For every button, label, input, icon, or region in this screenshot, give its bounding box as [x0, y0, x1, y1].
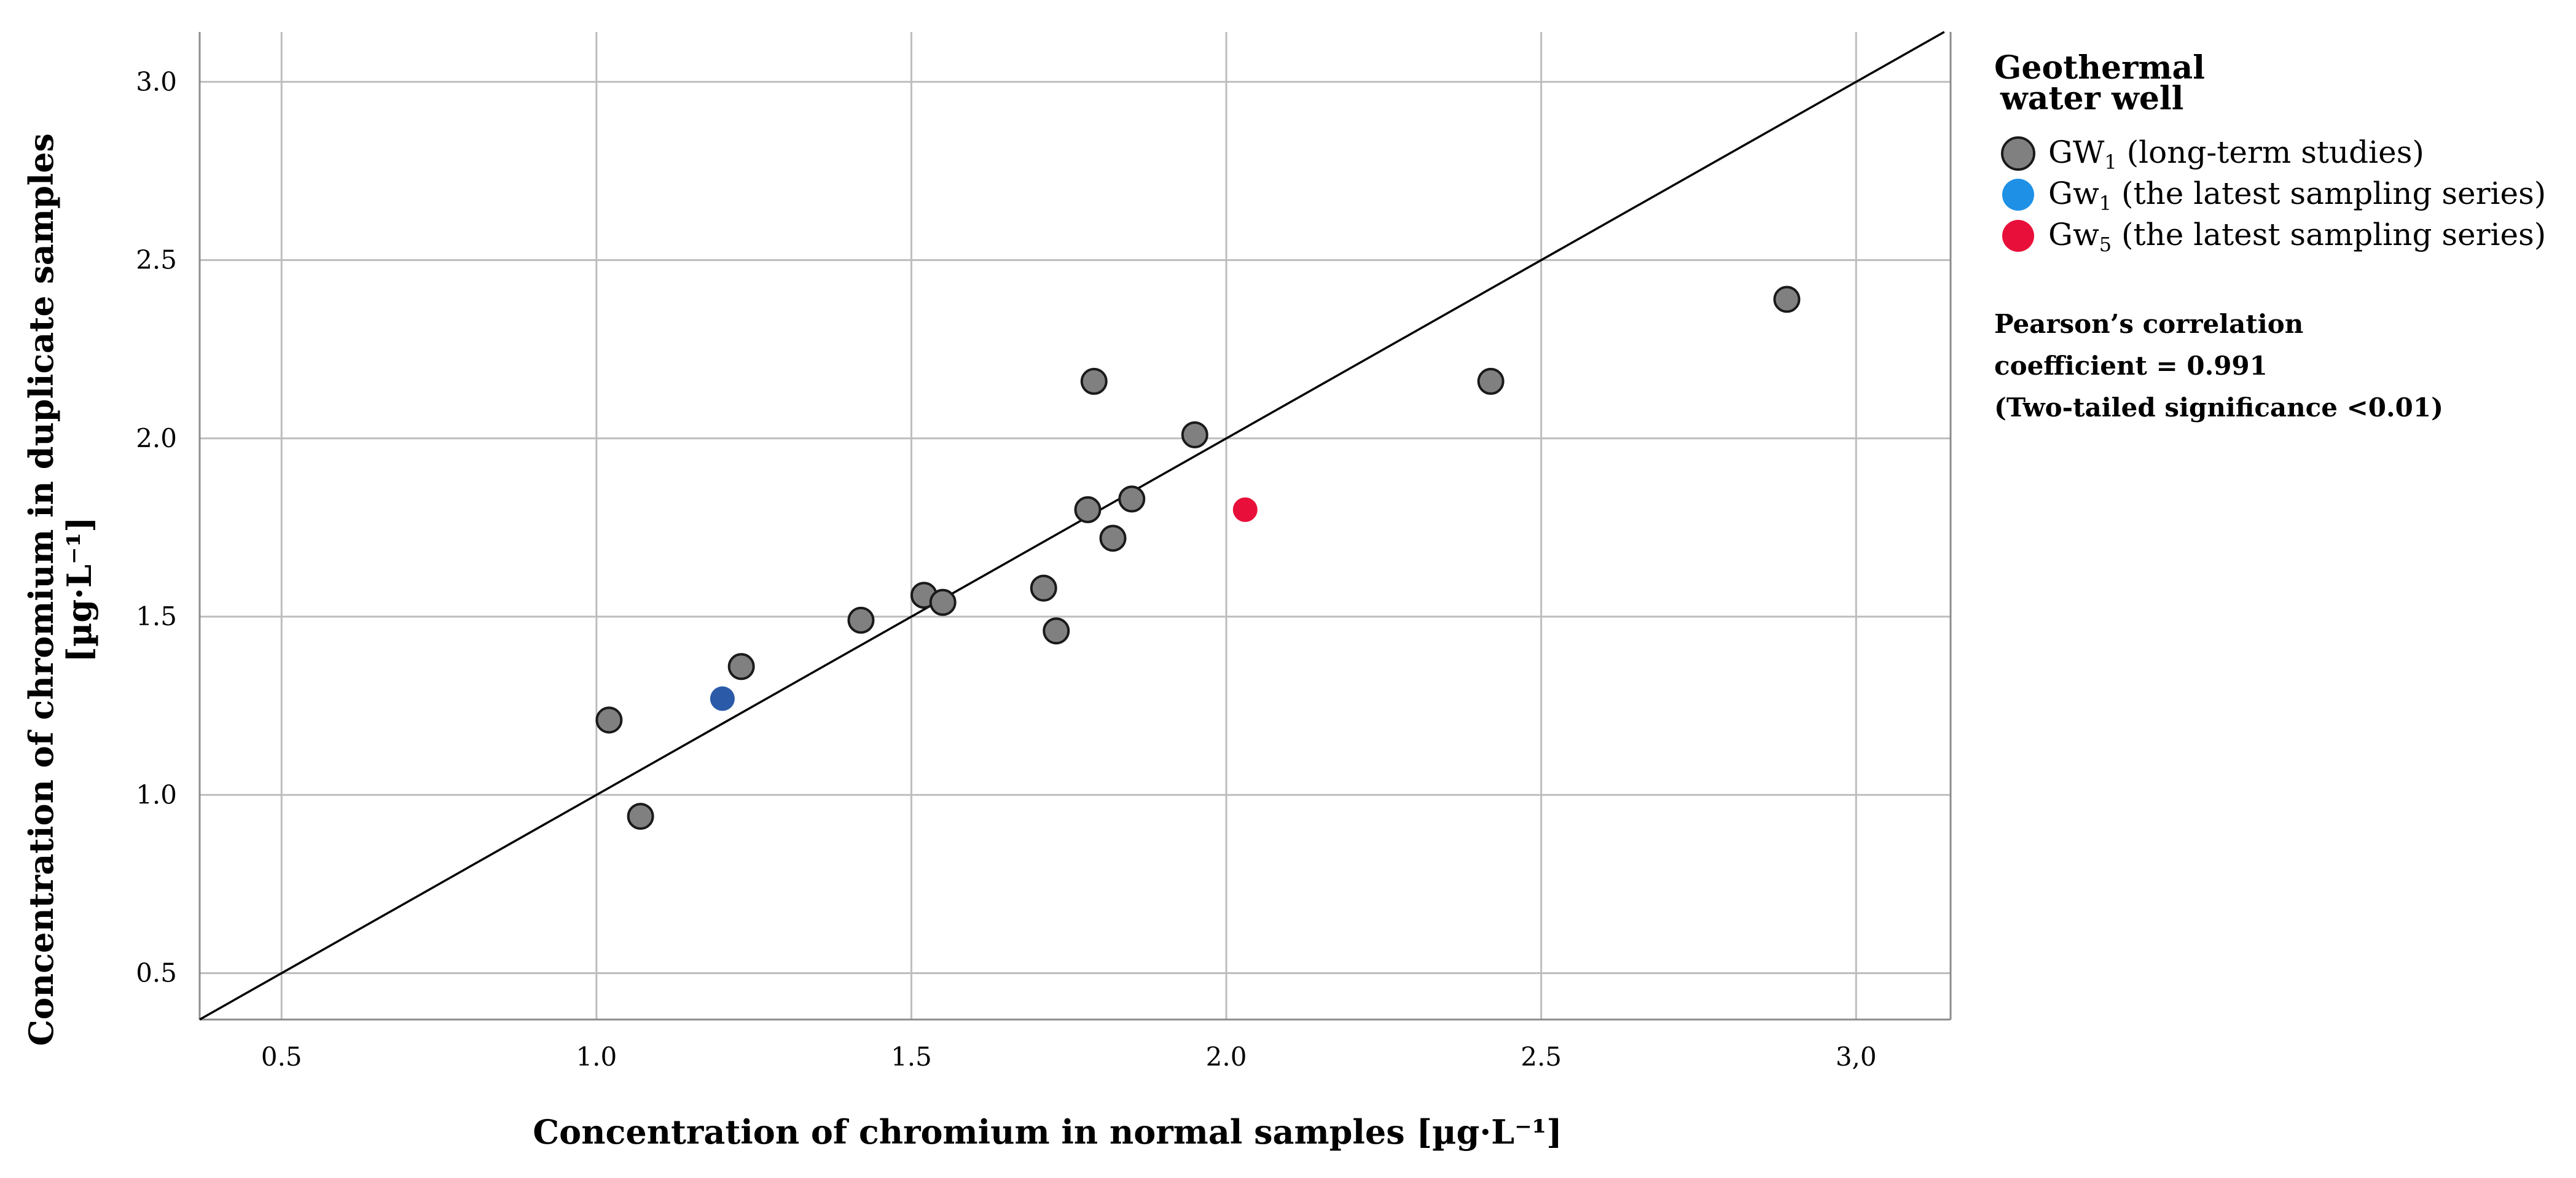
plot-frame	[198, 32, 1952, 1021]
data-point-s0-0	[595, 706, 623, 734]
reference-line-group	[199, 31, 1945, 1021]
y-axis-title: Concentration of chromium in duplicate s…	[22, 133, 99, 1046]
data-point-s1-0	[710, 686, 735, 711]
legend-label-1: Gw1 (the latest sampling series)	[2048, 176, 2546, 215]
legend-label-0: GW1 (long-term studies)	[2048, 135, 2424, 174]
data-point-s0-12	[1181, 421, 1208, 448]
data-point-s0-11	[1118, 485, 1146, 513]
x-tick-label-0: 0.5	[261, 1042, 302, 1072]
y-tick-label-2: 1.5	[136, 601, 177, 631]
correlation-note-line3: (Two-tailed significance <0.01)	[1994, 392, 2443, 423]
legend: Geothermal water well GW1 (long-term stu…	[1994, 49, 2546, 256]
data-points	[595, 286, 1801, 830]
correlation-note-line2: coefficient = 0.991	[1994, 351, 2268, 381]
x-tick-label-2: 1.5	[891, 1042, 932, 1072]
y-tick-label-5: 3.0	[136, 66, 177, 96]
data-point-s0-8	[1074, 496, 1102, 523]
legend-marker-0	[2001, 136, 2035, 171]
legend-items: GW1 (long-term studies)Gw1 (the latest s…	[2001, 135, 2546, 256]
data-point-s0-5	[929, 588, 957, 616]
y-axis-title-line1: Concentration of chromium in duplicate s…	[22, 133, 61, 1046]
legend-title-line1: Geothermal	[1994, 49, 2205, 87]
data-point-s0-10	[1099, 525, 1127, 552]
x-tick-label-5: 3,0	[1836, 1042, 1877, 1072]
y-axis-title-line2: [µg·L⁻¹]	[60, 517, 99, 662]
data-point-s0-9	[1080, 367, 1108, 395]
legend-marker-2	[2002, 220, 2034, 252]
data-point-s0-13	[1477, 367, 1505, 395]
data-point-s0-1	[627, 803, 654, 830]
data-point-s0-3	[847, 606, 875, 634]
x-tick-label-3: 2.0	[1206, 1042, 1247, 1072]
y-tick-label-4: 2.5	[136, 245, 177, 275]
data-point-s2-0	[1232, 497, 1258, 522]
legend-marker-1	[2002, 179, 2034, 211]
data-point-s0-6	[1030, 574, 1057, 602]
x-axis-title: Concentration of chromium in normal samp…	[533, 1112, 1562, 1152]
legend-label-2: Gw5 (the latest sampling series)	[2048, 217, 2546, 256]
y-tick-label-0: 0.5	[136, 958, 177, 988]
correlation-note: Pearson’s correlation coefficient = 0.99…	[1994, 309, 2443, 423]
x-tick-label-1: 1.0	[576, 1042, 617, 1072]
correlation-note-line1: Pearson’s correlation	[1994, 309, 2303, 339]
x-tick-label-4: 2.5	[1521, 1042, 1562, 1072]
y-tick-label-1: 1.0	[136, 779, 177, 809]
data-point-s0-2	[727, 653, 755, 681]
data-point-s0-14	[1773, 286, 1801, 313]
grid	[200, 32, 1951, 1020]
y-tick-label-3: 2.0	[136, 423, 177, 453]
reference-line	[199, 31, 1945, 1021]
legend-title-line2: water well	[2000, 80, 2183, 117]
data-point-s0-7	[1043, 617, 1070, 645]
tick-labels: 0.5 1.0 1.5 2.0 2.5 3,0 0.5 1.0 1.5 2.0 2.5 3.0	[136, 66, 1876, 1072]
